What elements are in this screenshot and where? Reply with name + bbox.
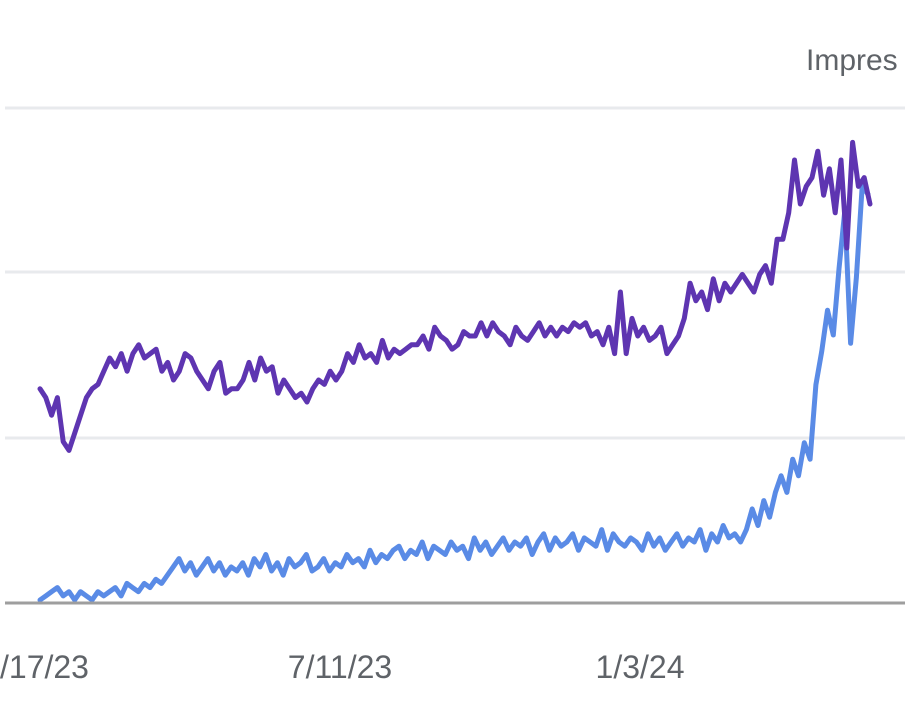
impressions-series-line bbox=[37, 183, 871, 603]
clicks-series-line bbox=[37, 139, 873, 453]
series-lines bbox=[37, 139, 873, 603]
x-tick-label: 1/3/24 bbox=[596, 649, 685, 685]
x-tick-label: 7/11/23 bbox=[288, 649, 392, 685]
x-axis: /17/23 7/11/23 1/3/24 bbox=[0, 649, 684, 685]
gridlines bbox=[5, 106, 905, 440]
x-tick-label: /17/23 bbox=[0, 649, 89, 685]
impressions-axis-label: Impres bbox=[806, 44, 898, 77]
